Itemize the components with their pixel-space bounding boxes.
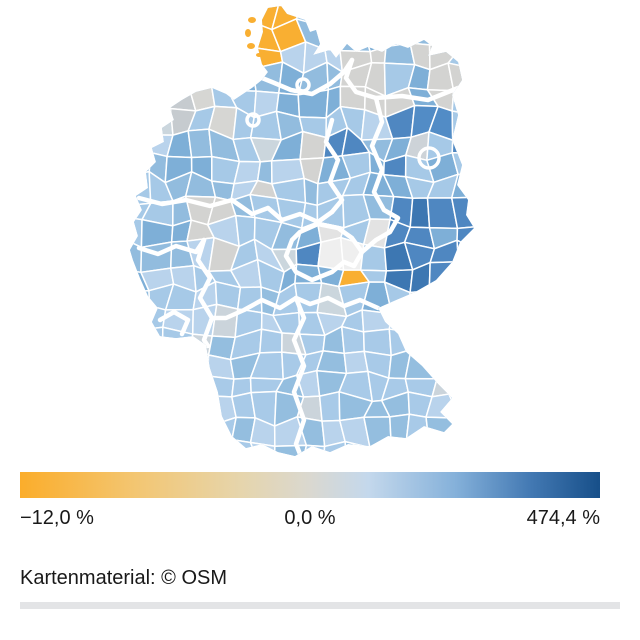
legend-min-label: −12,0 % xyxy=(20,507,94,529)
germany-choropleth-map xyxy=(130,6,474,456)
legend-mid-label: 0,0 % xyxy=(284,507,336,529)
germany-map-svg xyxy=(130,6,474,456)
legend-gradient-bar xyxy=(20,472,600,498)
legend-max-label: 474,4 % xyxy=(526,507,600,529)
legend: −12,0 % 0,0 % 474,4 % xyxy=(20,472,600,531)
legend-labels: −12,0 % 0,0 % 474,4 % xyxy=(20,505,600,531)
bottom-divider-bar xyxy=(20,602,620,609)
map-attribution: Kartenmaterial: © OSM xyxy=(20,567,228,589)
